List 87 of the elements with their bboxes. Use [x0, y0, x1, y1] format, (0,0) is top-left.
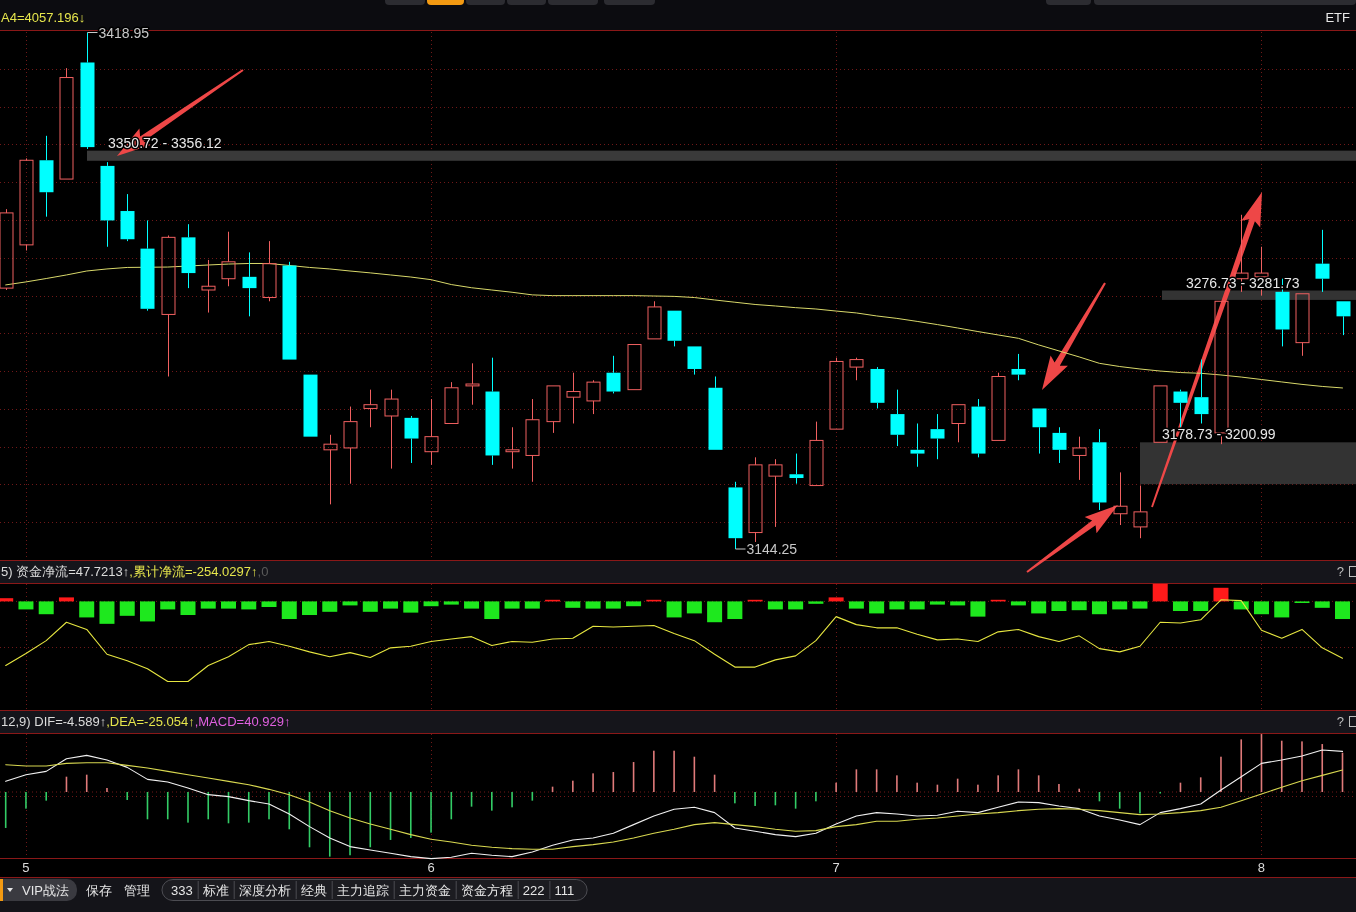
- bar: [707, 601, 723, 623]
- bar: [909, 601, 925, 610]
- bar: [180, 601, 196, 616]
- text: ,DEA=-25.054↑: [106, 714, 195, 729]
- bar: [403, 601, 419, 613]
- x-tick-label: 7: [832, 860, 840, 875]
- bar: [200, 601, 216, 609]
- text: ,累计净流=-254.0297↑: [129, 564, 258, 579]
- text: 标准: [201, 882, 229, 898]
- bar: [767, 601, 783, 610]
- bar: [79, 601, 95, 618]
- bar: [342, 601, 358, 606]
- bar: [1010, 601, 1026, 606]
- text: 主力追踪: [336, 882, 389, 898]
- text: 经典: [300, 882, 327, 898]
- bar: [484, 601, 500, 620]
- bar: [423, 601, 439, 607]
- bar: [565, 601, 581, 608]
- text: 222: [522, 882, 545, 898]
- bar: [1071, 601, 1087, 611]
- bar: [1274, 601, 1290, 618]
- bar: [241, 601, 257, 610]
- bar: [1051, 601, 1067, 612]
- bar: [1152, 583, 1168, 602]
- text: ETF: [1325, 9, 1351, 25]
- bar: [889, 601, 905, 610]
- bar: [0, 598, 14, 602]
- bar: [261, 601, 277, 608]
- bar: [1193, 601, 1209, 612]
- bar: [605, 601, 621, 609]
- x-tick-label: 8: [1257, 860, 1266, 875]
- bar: [1314, 601, 1330, 608]
- text: 12,9) DIF=-4.589↑: [1, 714, 107, 729]
- x-tick-label: 5: [22, 860, 30, 875]
- bar: [950, 601, 966, 606]
- bar: [970, 601, 986, 617]
- text: 111: [554, 882, 575, 898]
- text: ,0: [257, 564, 269, 579]
- text: A4=4057.196↓: [1, 9, 86, 25]
- bar: [1031, 601, 1047, 614]
- bar: [383, 601, 399, 609]
- bar: [929, 601, 945, 605]
- bar: [788, 601, 804, 610]
- text: 管理: [123, 882, 150, 898]
- text: 5) 资金净流=47.7213↑: [1, 564, 130, 579]
- bar: [686, 601, 702, 614]
- bar: [626, 601, 642, 607]
- bar: [160, 601, 176, 610]
- bar: [828, 597, 844, 602]
- bar: [504, 601, 520, 609]
- text: 333: [170, 882, 193, 898]
- bar: [524, 601, 540, 609]
- bar: [18, 601, 34, 610]
- bar: [1132, 601, 1148, 609]
- text: VIP战法: [22, 882, 69, 898]
- bar: [1112, 601, 1128, 610]
- bar: [119, 601, 135, 616]
- bar: [464, 601, 480, 609]
- text: 资金方程: [460, 882, 513, 898]
- bar: [38, 601, 54, 615]
- bar: [727, 601, 743, 620]
- bar: [1253, 601, 1269, 615]
- bar: [1172, 601, 1188, 612]
- annotation: 3144.25: [746, 541, 798, 557]
- bar: [322, 601, 338, 612]
- bar: [99, 601, 115, 624]
- bar: [443, 601, 459, 605]
- text: 深度分析: [238, 882, 291, 898]
- x-tick-label: 6: [427, 860, 435, 875]
- bar: [666, 601, 682, 618]
- bar: [848, 601, 864, 609]
- text: ?: [1336, 714, 1344, 729]
- bar: [302, 601, 318, 616]
- bar: [362, 601, 378, 612]
- bar: [281, 601, 297, 620]
- bar: [808, 601, 824, 604]
- bar: [58, 597, 74, 602]
- bar: [585, 601, 601, 609]
- bar: [1091, 601, 1107, 615]
- bar: [221, 601, 236, 609]
- bar: [139, 601, 155, 622]
- bar: [869, 601, 885, 614]
- text: ?: [1336, 564, 1344, 579]
- bar: [1335, 601, 1350, 620]
- text: 主力资金: [398, 882, 451, 898]
- text: ,MACD=40.929↑: [194, 714, 291, 729]
- text: 保存: [85, 882, 112, 898]
